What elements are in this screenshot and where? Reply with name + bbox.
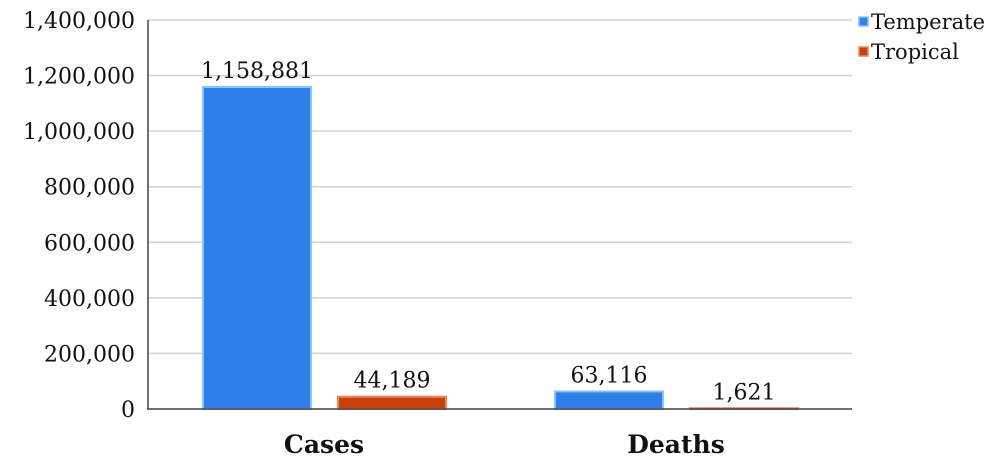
- bar-temperate-deaths: [554, 390, 664, 410]
- bars: 1,158,881 63,116 44,189 1,621: [201, 59, 799, 411]
- legend-swatch-temperate: [858, 16, 869, 27]
- data-label: 63,116: [571, 363, 648, 388]
- data-label: 44,189: [354, 369, 431, 394]
- x-category-label: Cases: [284, 430, 364, 459]
- y-tick-label: 800,000: [44, 176, 135, 201]
- y-tick-label: 0: [121, 398, 135, 423]
- legend-label: Temperate: [871, 10, 985, 34]
- x-axis: Cases Deaths: [147, 408, 852, 459]
- y-tick-label: 1,200,000: [23, 65, 135, 90]
- bar-tropical-cases: [337, 395, 447, 410]
- x-category-label: Deaths: [627, 430, 725, 459]
- y-tick-label: 1,400,000: [23, 9, 135, 34]
- y-tick-label: 1,000,000: [23, 120, 135, 145]
- y-tick-label: 200,000: [44, 342, 135, 367]
- legend: Temperate Tropical: [858, 10, 985, 64]
- y-tick-label: 600,000: [44, 231, 135, 256]
- data-label: 1,158,881: [201, 59, 313, 84]
- y-axis: 0 200,000 400,000 600,000 800,000 1,000,000 1,…: [23, 9, 149, 423]
- data-label: 1,621: [713, 381, 776, 406]
- legend-label: Tropical: [871, 40, 959, 64]
- bar-temperate-cases: [202, 85, 312, 410]
- y-tick-label: 400,000: [44, 287, 135, 312]
- legend-swatch-tropical: [858, 46, 869, 57]
